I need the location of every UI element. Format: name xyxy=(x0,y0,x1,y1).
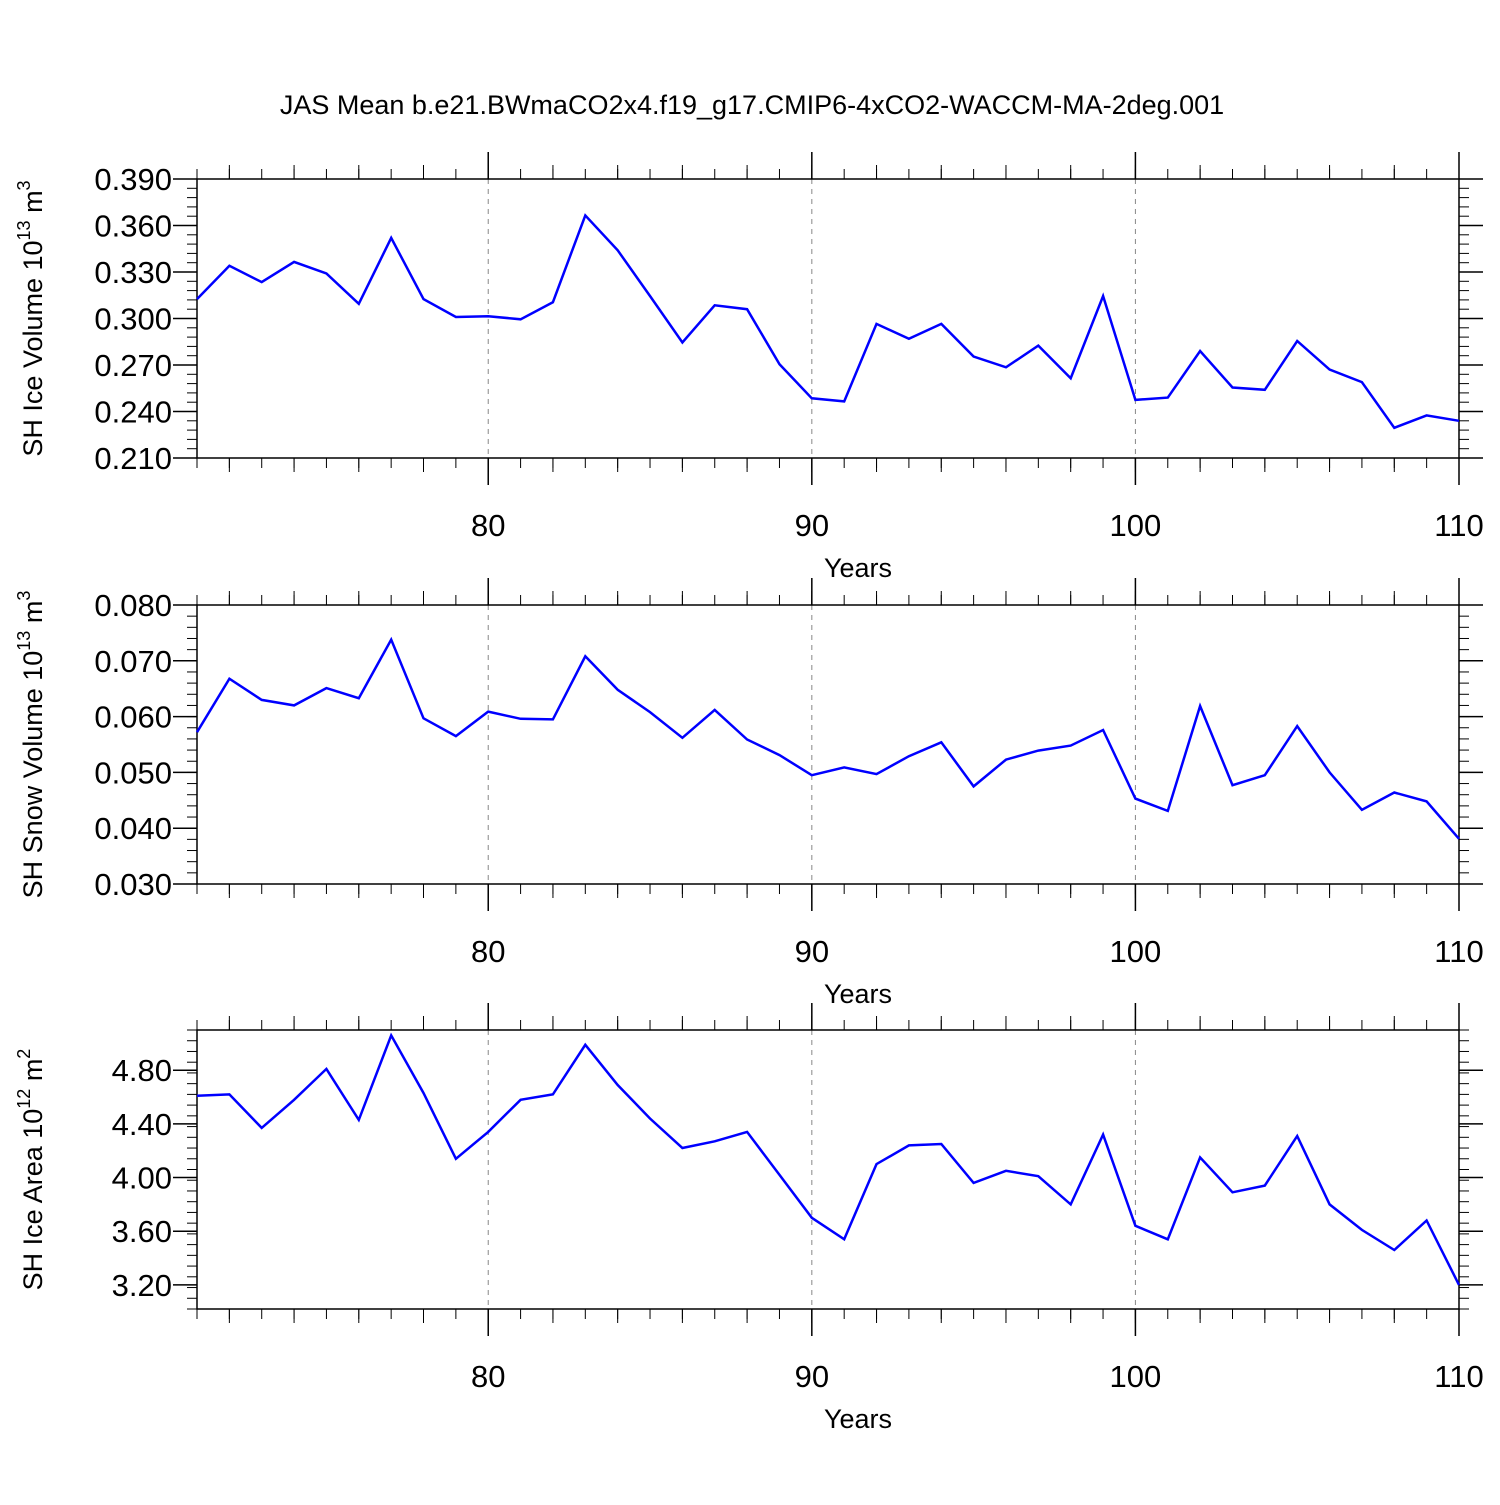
x-tick-label: 80 xyxy=(471,934,505,969)
y-tick-label: 0.210 xyxy=(94,441,172,476)
y-tick-label: 0.240 xyxy=(94,395,172,430)
panel-1: 0.210 0.240 0.270 0.300 0.330 0.360 0.390 80 90 1… xyxy=(14,152,1484,583)
panel-2: 0.030 0.040 0.050 0.060 0.070 0.080 80 90 100 110… xyxy=(14,578,1484,1009)
panels: 0.210 0.240 0.270 0.300 0.330 0.360 0.390 80 90 1… xyxy=(14,152,1484,1434)
y-tick-label: 0.390 xyxy=(94,162,172,197)
y-axis-label: SH Ice Volume 1013 m3 xyxy=(14,180,48,456)
y-axis-label-part: m xyxy=(18,190,48,220)
y-axis-label-part: 2 xyxy=(14,1049,34,1059)
y-axis-label: SH Ice Area 1012 m2 xyxy=(14,1049,48,1291)
y-tick-label: 4.80 xyxy=(112,1053,172,1088)
x-tick-label: 100 xyxy=(1110,934,1162,969)
y-tick-label: 0.030 xyxy=(94,867,172,902)
y-tick-label: 0.040 xyxy=(94,811,172,846)
x-axis-label: Years xyxy=(824,979,892,1009)
y-tick-label: 0.070 xyxy=(94,644,172,679)
x-tick-label: 100 xyxy=(1110,1359,1162,1394)
y-axis-label-part: SH Snow Volume 10 xyxy=(18,651,48,899)
x-tick-label: 80 xyxy=(471,1359,505,1394)
x-tick-label: 110 xyxy=(1434,934,1483,969)
x-axis-label: Years xyxy=(824,1404,892,1434)
y-axis-label-part: 12 xyxy=(14,1089,34,1109)
y-tick-label: 0.270 xyxy=(94,348,172,383)
y-tick-label: 0.300 xyxy=(94,302,172,337)
y-tick-label: 0.050 xyxy=(94,755,172,790)
y-axis-label-part: m xyxy=(18,601,48,631)
panel-3: 3.20 3.60 4.00 4.40 4.80 80 90 100 110 Years SH Ic… xyxy=(14,1003,1484,1434)
y-tick-label: 3.20 xyxy=(112,1268,172,1303)
x-tick-label: 90 xyxy=(795,1359,829,1394)
y-tick-label: 4.40 xyxy=(112,1107,172,1142)
y-tick-label: 0.080 xyxy=(94,588,172,623)
x-tick-label: 110 xyxy=(1434,508,1483,543)
x-tick-label: 110 xyxy=(1434,1359,1483,1394)
series-line xyxy=(196,213,1460,430)
y-axis-label-part: 3 xyxy=(14,591,34,601)
x-tick-label: 90 xyxy=(795,934,829,969)
x-tick-label: 90 xyxy=(795,508,829,543)
y-axis-label: SH Snow Volume 1013 m3 xyxy=(14,591,48,899)
y-axis-label-part: 13 xyxy=(14,220,34,240)
y-axis-label-part: 13 xyxy=(14,631,34,651)
y-axis-label-part: SH Ice Area 10 xyxy=(18,1109,48,1291)
x-tick-label: 80 xyxy=(471,508,505,543)
y-tick-label: 0.330 xyxy=(94,255,172,290)
chart-title: JAS Mean b.e21.BWmaCO2x4.f19_g17.CMIP6-4… xyxy=(280,90,1224,120)
x-axis-label: Years xyxy=(824,553,892,583)
series-line xyxy=(196,1032,1461,1286)
x-tick-label: 100 xyxy=(1110,508,1162,543)
plot-frame xyxy=(196,1029,1460,1310)
plot-frame xyxy=(196,178,1460,459)
y-tick-label: 3.60 xyxy=(112,1214,172,1249)
plot-frame xyxy=(196,604,1460,885)
y-tick-label: 0.360 xyxy=(94,209,172,244)
y-axis-label-part: m xyxy=(18,1059,48,1089)
y-axis-label-part: 3 xyxy=(14,180,34,190)
y-tick-label: 4.00 xyxy=(112,1161,172,1196)
series-line xyxy=(195,636,1460,840)
y-tick-label: 0.060 xyxy=(94,700,172,735)
y-axis-label-part: SH Ice Volume 10 xyxy=(18,240,48,456)
